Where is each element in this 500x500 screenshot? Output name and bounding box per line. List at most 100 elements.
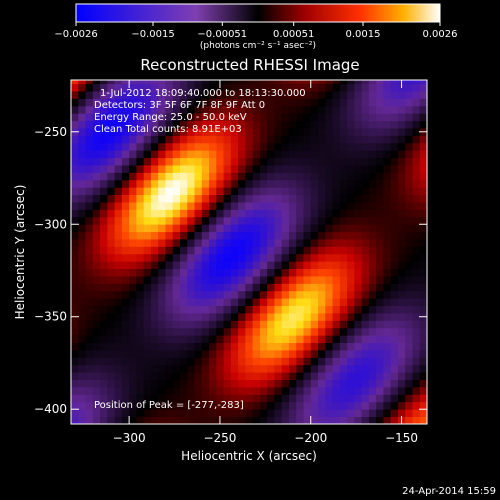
heatmap-cell: [179, 298, 188, 307]
heatmap-cell: [143, 113, 152, 122]
heatmap-cell: [252, 335, 261, 344]
heatmap-cell: [361, 83, 370, 92]
heatmap-cell: [201, 327, 210, 336]
heatmap-cell: [136, 372, 145, 381]
heatmap-cell: [390, 80, 399, 85]
heatmap-cell: [238, 224, 246, 233]
heatmap-cell: [310, 231, 319, 240]
heatmap-cell: [100, 387, 108, 395]
heatmap-cell: [71, 409, 79, 417]
heatmap-cell: [318, 261, 326, 270]
heatmap-cell: [107, 253, 115, 262]
heatmap-cell: [339, 342, 348, 351]
heatmap-cell: [318, 231, 326, 240]
heatmap-cell: [238, 80, 246, 85]
heatmap-cell: [136, 261, 145, 270]
heatmap-cell: [383, 165, 392, 173]
heatmap-cell: [332, 91, 341, 99]
heatmap-cell: [332, 298, 341, 307]
heatmap-cell: [201, 105, 210, 114]
heatmap-cell: [85, 194, 94, 203]
heatmap-cell: [238, 276, 246, 284]
heatmap-cell: [209, 320, 217, 329]
heatmap-cell: [397, 128, 406, 136]
heatmap-cell: [245, 268, 254, 277]
heatmap-cell: [310, 342, 319, 351]
heatmap-cell: [296, 283, 304, 292]
heatmap-cell: [230, 194, 239, 203]
heatmap-cell: [296, 150, 304, 159]
heatmap-cell: [187, 91, 195, 99]
heatmap-cell: [419, 246, 427, 255]
heatmap-cell: [259, 135, 268, 144]
heatmap-cell: [85, 187, 94, 196]
heatmap-cell: [100, 157, 108, 166]
heatmap-cell: [332, 379, 341, 388]
heatmap-cell: [107, 150, 115, 159]
heatmap-cell: [332, 350, 341, 358]
heatmap-cell: [92, 98, 101, 107]
heatmap-cell: [303, 216, 312, 225]
heatmap-cell: [165, 187, 174, 196]
heatmap-cell: [92, 80, 101, 85]
heatmap-cell: [209, 253, 217, 262]
heatmap-cell: [354, 80, 363, 85]
heatmap-cell: [274, 350, 283, 358]
heatmap-cell: [165, 364, 174, 373]
heatmap-cell: [187, 179, 195, 188]
heatmap-cell: [390, 276, 399, 284]
heatmap-cell: [383, 194, 392, 203]
heatmap-cell: [318, 216, 326, 225]
heatmap-cell: [405, 179, 413, 188]
heatmap-cell: [376, 128, 384, 136]
heatmap-cell: [368, 150, 377, 159]
heatmap-cell: [129, 224, 137, 233]
heatmap-cell: [100, 364, 108, 373]
heatmap-cell: [71, 268, 79, 277]
heatmap-cell: [100, 313, 108, 321]
heatmap-cell: [121, 91, 130, 99]
heatmap-cell: [267, 394, 275, 403]
heatmap-cell: [129, 83, 137, 92]
heatmap-cell: [201, 298, 210, 307]
heatmap-cell: [288, 305, 297, 314]
heatmap-cell: [92, 128, 101, 136]
heatmap-cell: [376, 305, 384, 314]
heatmap-cell: [354, 128, 363, 136]
heatmap-cell: [383, 350, 392, 358]
heatmap-cell: [172, 335, 181, 344]
heatmap-cell: [368, 372, 377, 381]
heatmap-cell: [107, 276, 115, 284]
heatmap-cell: [187, 157, 195, 166]
heatmap-cell: [318, 187, 326, 196]
heatmap-cell: [405, 113, 413, 122]
heatmap-cell: [100, 83, 108, 92]
heatmap-cell: [194, 246, 203, 255]
heatmap-cell: [209, 120, 217, 129]
heatmap-cell: [223, 150, 232, 159]
heatmap-cell: [397, 98, 406, 107]
heatmap-cell: [361, 239, 370, 247]
heatmap-cell: [361, 409, 370, 417]
heatmap-cell: [419, 165, 427, 173]
heatmap-cell: [259, 202, 268, 210]
heatmap-cell: [318, 179, 326, 188]
heatmap-cell: [150, 283, 159, 292]
heatmap-cell: [296, 246, 304, 255]
heatmap-cell: [143, 179, 152, 188]
heatmap-cell: [259, 335, 268, 344]
heatmap-cell: [85, 142, 94, 151]
heatmap-cell: [107, 372, 115, 381]
heatmap-cell: [158, 327, 166, 336]
heatmap-cell: [361, 379, 370, 388]
heatmap-cell: [172, 313, 181, 321]
heatmap-cell: [412, 305, 421, 314]
heatmap-cell: [85, 387, 94, 395]
heatmap-cell: [303, 202, 312, 210]
heatmap-cell: [238, 320, 246, 329]
heatmap-cell: [71, 276, 79, 284]
heatmap-cell: [114, 320, 123, 329]
heatmap-cell: [274, 357, 283, 366]
heatmap-cell: [376, 364, 384, 373]
heatmap-cell: [303, 290, 312, 299]
